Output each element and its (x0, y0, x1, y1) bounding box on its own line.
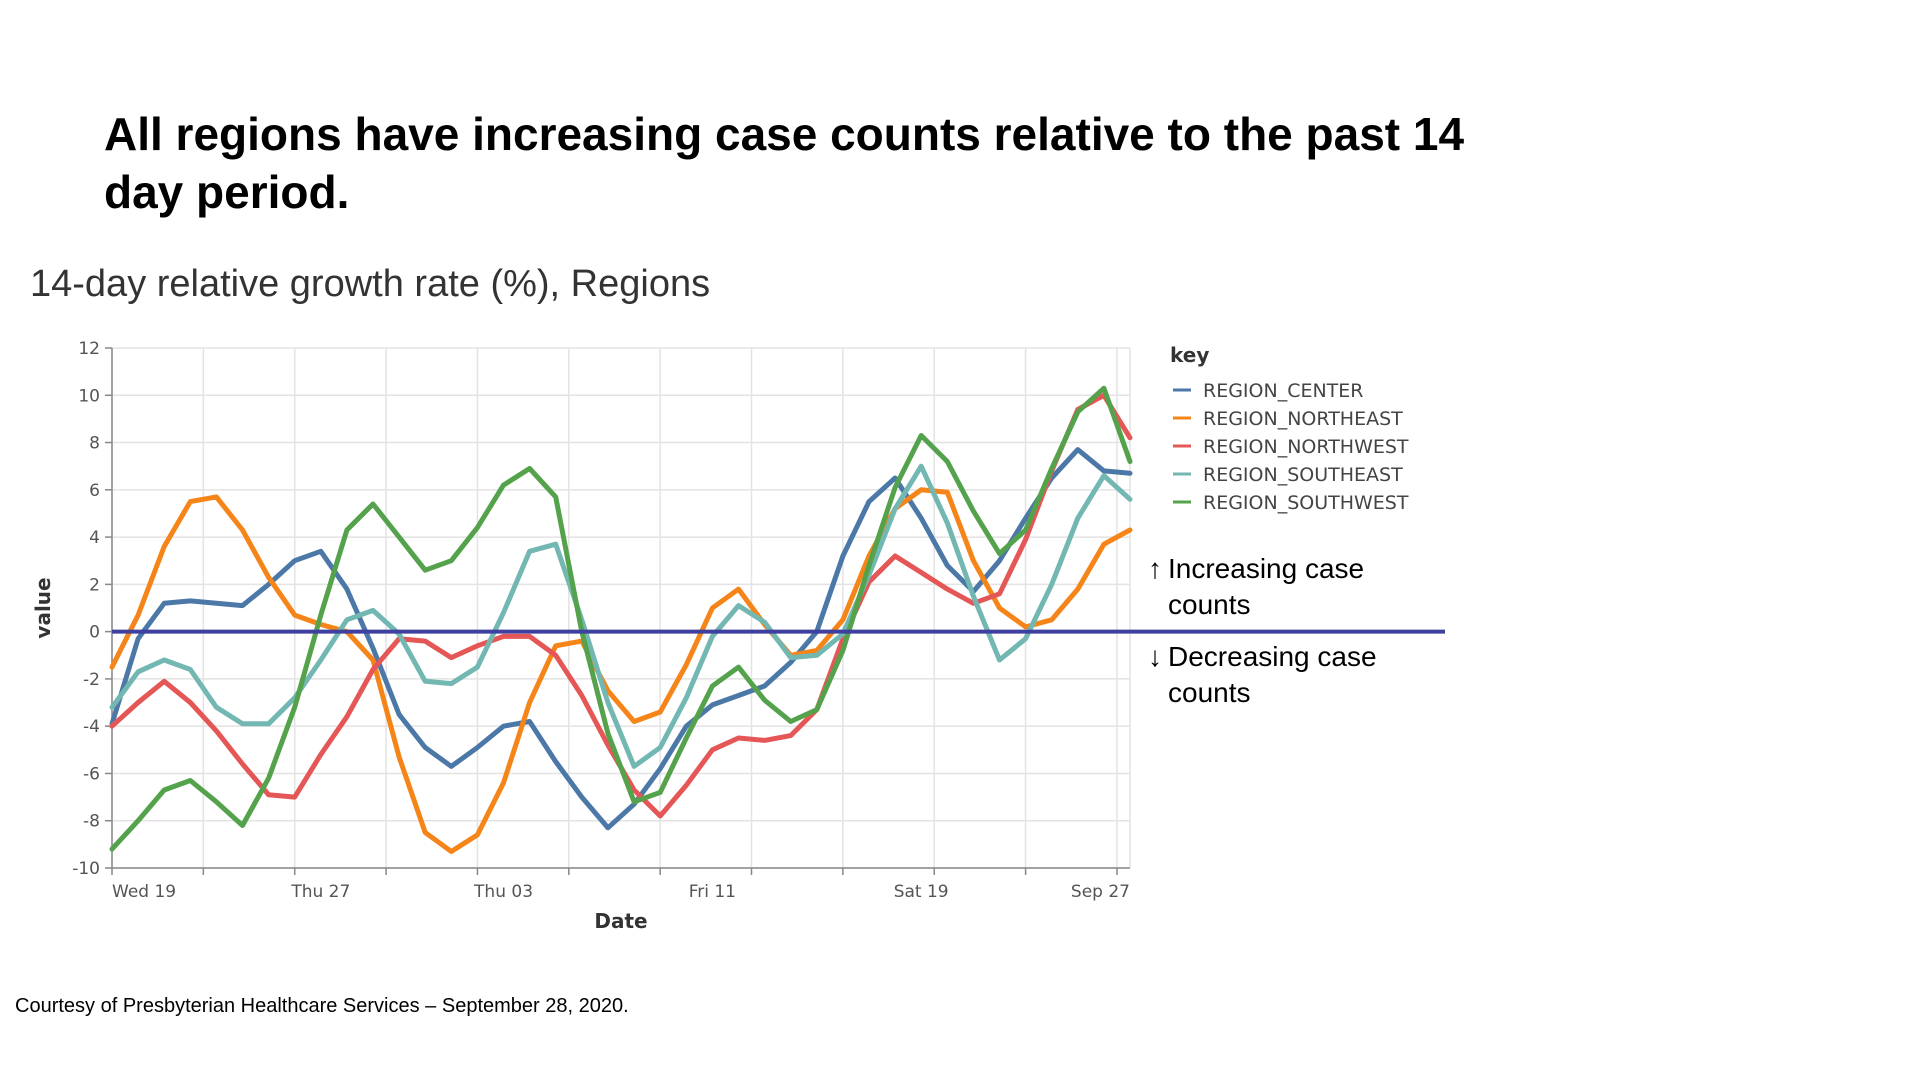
series-line-region-northeast (109, 487, 1133, 854)
y-tick-label: 12 (78, 339, 100, 359)
footer-credit: Courtesy of Presbyterian Healthcare Serv… (15, 995, 629, 1017)
increasing-note-line1: Increasing case (1168, 553, 1365, 584)
legend-label: REGION_SOUTHEAST (1203, 464, 1403, 486)
series-layer (109, 385, 1133, 854)
decreasing-note: ↓ Decreasing case counts (1148, 639, 1377, 711)
series-line-region-southwest (109, 385, 1133, 852)
legend-label: REGION_NORTHWEST (1203, 436, 1409, 458)
x-tick-label: Wed 19 (112, 882, 176, 902)
y-tick-label: -8 (83, 812, 100, 832)
legend-label: REGION_SOUTHWEST (1203, 492, 1409, 514)
up-arrow-icon: ↑ (1148, 553, 1162, 584)
y-tick-label: 10 (78, 386, 100, 406)
decreasing-note-line1: Decreasing case (1168, 641, 1377, 672)
y-tick-label: -6 (83, 764, 100, 784)
legend-title: key (1170, 343, 1209, 367)
x-tick-label: Thu 03 (473, 882, 533, 902)
series-line-region-center (109, 447, 1133, 831)
legend-label: REGION_NORTHEAST (1203, 408, 1403, 430)
headline: All regions have increasing case counts … (104, 108, 1465, 218)
decreasing-note-line2: counts (1168, 677, 1251, 708)
grid-layer (111, 347, 1131, 869)
y-tick-label: 6 (89, 481, 100, 501)
y-tick-label: 2 (89, 575, 100, 595)
down-arrow-icon: ↓ (1148, 641, 1162, 672)
series-line-region-southeast (109, 463, 1133, 769)
x-tick-label: Sat 19 (894, 882, 949, 902)
y-tick-label: -4 (83, 717, 100, 737)
y-tick-label: 8 (89, 434, 100, 454)
legend-label: REGION_CENTER (1203, 380, 1364, 402)
y-tick-label: 4 (89, 528, 100, 548)
x-axis-title: Date (594, 909, 647, 933)
y-tick-label: 0 (89, 623, 100, 643)
y-axis-title: value (31, 577, 55, 638)
increasing-note-line2: counts (1168, 589, 1251, 620)
increasing-note: ↑ Increasing case counts (1148, 551, 1365, 623)
legend: key REGION_CENTER REGION_NORTHEAST REGION_… (1170, 343, 1409, 514)
x-tick-label: Fri 11 (689, 882, 736, 902)
axis-layer: 12 10 8 6 4 2 0 -2 -4 -6 -8 -10 Wed 19 Thu 27 Thu 03 Fr… (72, 339, 1130, 902)
y-tick-label: -2 (83, 670, 100, 690)
y-tick-label: -10 (72, 859, 100, 879)
chart-title: 14-day relative growth rate (%), Regions (30, 263, 711, 305)
x-tick-label: Sep 27 (1071, 882, 1130, 902)
x-tick-label: Thu 27 (290, 882, 350, 902)
